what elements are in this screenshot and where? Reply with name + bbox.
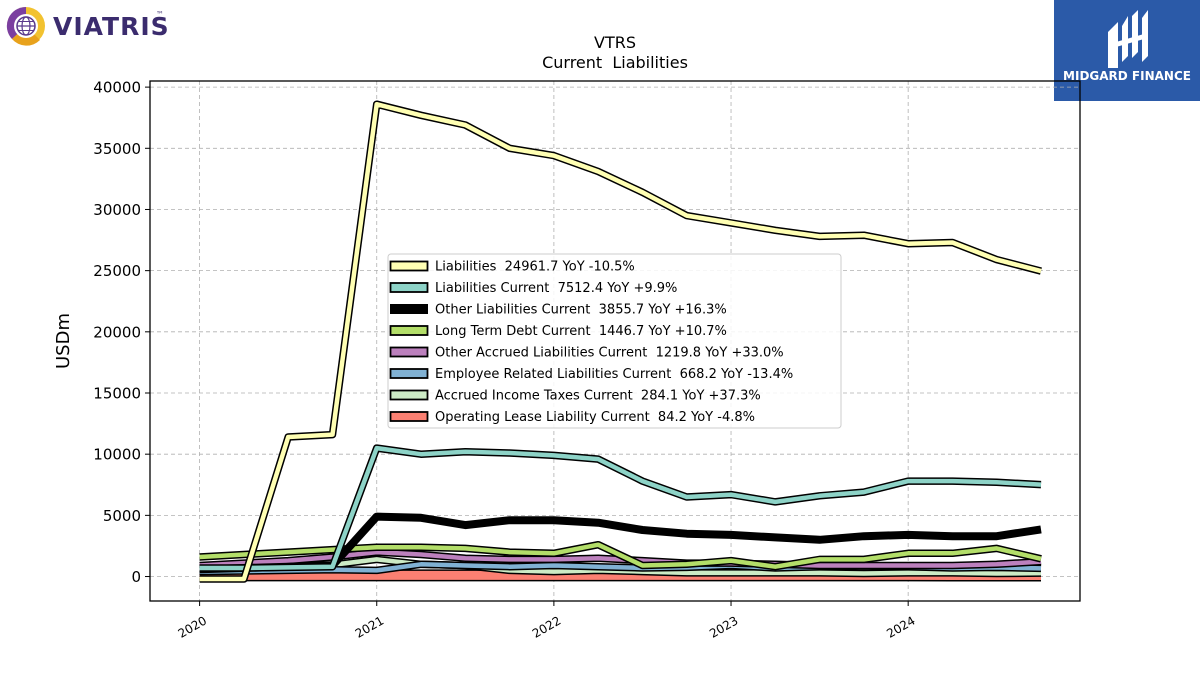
legend-swatch-accrued-income-taxes-current [389,389,429,401]
y-tick-label: 35000 [93,140,141,158]
plot-frame [149,80,1081,602]
series-lines [199,100,1042,583]
midgard-finance-logo: MIDGARD FINANCE [1054,0,1200,101]
legend-swatch-liabilities-current [389,282,429,293]
y-tick-label: 25000 [93,262,141,280]
y-axis-ticks: 0 5000 10000 15000 20000 25000 30000 35000 40000 [93,79,150,586]
legend-label-other-accrued-liabilities-current: Other Accrued Liabilities Current 1219.8… [435,346,784,361]
midgard-logo-icon [1108,10,1148,68]
y-tick-label: 10000 [93,446,141,464]
legend-label-long-term-debt-current: Long Term Debt Current 1446.7 YoY +10.7% [435,324,727,339]
x-axis-ticks: 2020 2021 2022 2023 2024 [176,601,918,641]
legend-label-liabilities: Liabilities 24961.7 YoY -10.5% [435,260,635,275]
legend-swatch-liabilities [389,260,429,272]
y-tick-label: 20000 [93,323,141,341]
y-tick-label: 15000 [93,385,141,403]
viatris-logo-icon [6,6,45,46]
legend-label-employee-related-liabilities-current: Employee Related Liabilities Current 668… [435,367,793,382]
legend-label-liabilities-current: Liabilities Current 7512.4 YoY +9.9% [435,281,677,296]
legend-label-accrued-income-taxes-current: Accrued Income Taxes Current 284.1 YoY +… [435,389,761,404]
viatris-brand-name: VIATRIS [53,12,170,41]
series-line-liabilities [199,101,1042,582]
series-line-liabilities-current [199,445,1042,571]
legend-swatch-employee-related-liabilities-current [389,368,429,379]
y-axis-label: USDm [53,313,74,369]
y-tick-label: 0 [131,568,141,586]
chart-title: VTRS [594,33,636,52]
legend-swatch-other-liabilities-current [390,304,428,314]
x-tick-label: 2020 [176,613,209,640]
y-tick-label: 30000 [93,201,141,219]
viatris-logo: VIATRIS ™ [4,4,169,48]
legend-swatch-other-accrued-liabilities-current [389,346,429,358]
y-tick-label: 40000 [93,79,141,97]
legend-swatch-long-term-debt-current [389,325,429,336]
x-tick-label: 2023 [707,613,740,640]
chart-subtitle: Current Liabilities [542,53,688,72]
viatris-trademark: ™ [156,10,164,19]
y-tick-label: 5000 [103,507,141,525]
legend-swatch-operating-lease-liability-current [389,411,429,422]
x-tick-label: 2022 [530,613,563,640]
x-tick-label: 2021 [353,613,386,640]
series-group [199,100,1042,583]
midgard-brand-name: MIDGARD FINANCE [1063,69,1191,83]
legend-box [387,253,842,429]
legend-label-other-liabilities-current: Other Liabilities Current 3855.7 YoY +16… [435,303,727,318]
x-tick-label: 2024 [884,613,917,640]
legend-label-operating-lease-liability-current: Operating Lease Liability Current 84.2 Y… [435,410,755,425]
legend: Liabilities 24961.7 YoY -10.5% Liabilitie… [387,253,842,429]
